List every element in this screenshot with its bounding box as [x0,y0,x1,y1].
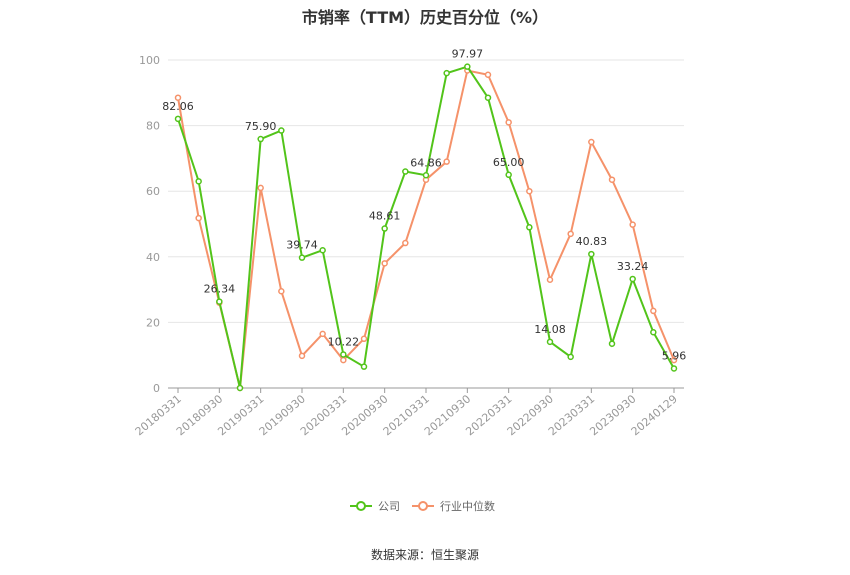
data-point[interactable] [298,352,306,360]
legend-marker [356,501,366,511]
data-point[interactable] [505,119,512,126]
data-point[interactable] [236,384,244,392]
source-note: 数据来源：恒生聚源 [370,548,479,562]
data-point[interactable] [526,224,533,231]
data-point[interactable] [340,356,347,364]
data-label: 75.90 [245,120,277,133]
data-label: 40.83 [576,235,608,248]
data-point[interactable] [360,363,368,370]
data-point[interactable] [484,71,492,79]
data-point[interactable] [402,168,409,175]
chart-title: 市销率（TTM）历史百分位（%） [301,8,549,27]
legend-marker [418,501,428,511]
data-point[interactable] [422,172,430,179]
y-tick-label: 0 [153,382,160,395]
data-point[interactable] [340,351,347,358]
legend-label: 公司 [378,500,400,513]
data-point[interactable] [298,254,306,261]
data-point[interactable] [670,365,678,372]
data-point[interactable] [608,176,616,183]
data-point[interactable] [195,214,202,222]
data-point[interactable] [257,184,264,192]
data-point[interactable] [608,340,616,347]
legend-label: 行业中位数 [440,499,495,513]
y-tick-label: 20 [146,316,160,329]
data-point[interactable] [319,330,326,338]
data-point[interactable] [402,239,409,247]
legend-item-0[interactable]: 公司 [350,500,400,513]
data-point[interactable] [443,69,450,77]
y-tick-label: 100 [139,54,160,67]
data-point[interactable] [588,138,595,146]
data-point[interactable] [195,178,202,185]
data-label: 82.06 [162,100,194,113]
data-point[interactable] [588,250,595,258]
data-point[interactable] [360,335,368,343]
data-label: 5.96 [662,349,687,362]
y-tick-label: 80 [146,120,160,133]
data-point[interactable] [650,307,657,315]
legend-item-1[interactable]: 行业中位数 [412,499,495,513]
data-point[interactable] [629,221,636,228]
data-label: 65.00 [493,156,525,169]
legend[interactable]: 公司 行业中位数 [350,499,495,513]
data-label: 97.97 [452,48,484,61]
data-point[interactable] [381,260,388,267]
data-labels: 82.06 26.34 75.90 39.74 10.22 48.61 64.86 97.97… [162,48,686,363]
data-point[interactable] [629,275,636,283]
data-point[interactable] [567,353,574,361]
series-line-0 [177,65,675,389]
data-point[interactable] [464,63,471,70]
data-label: 14.08 [534,323,566,336]
x-tick-label: 20240129 [629,392,680,438]
series-lines [174,63,678,392]
data-point[interactable] [257,135,264,143]
data-point[interactable] [381,225,388,232]
data-point[interactable] [650,328,657,336]
data-label: 64.86 [410,156,442,169]
data-label: 48.61 [369,210,401,223]
data-label: 26.34 [204,283,236,296]
data-point[interactable] [526,187,533,195]
data-point[interactable] [443,158,450,165]
data-label: 33.24 [617,260,649,273]
data-point[interactable] [174,94,182,101]
data-point[interactable] [670,356,678,364]
data-point[interactable] [546,276,554,284]
data-label: 39.74 [286,239,318,252]
data-point[interactable] [319,246,326,254]
data-point[interactable] [216,298,223,305]
data-point[interactable] [505,171,512,179]
data-point[interactable] [278,127,285,134]
y-tick-label: 40 [146,251,160,264]
data-label: 10.22 [328,335,360,348]
data-point[interactable] [174,115,182,123]
data-point[interactable] [567,230,574,238]
data-point[interactable] [278,287,285,295]
grid-lines [168,59,684,323]
data-point[interactable] [546,338,554,346]
y-tick-label: 60 [146,185,160,198]
data-point[interactable] [484,94,492,101]
